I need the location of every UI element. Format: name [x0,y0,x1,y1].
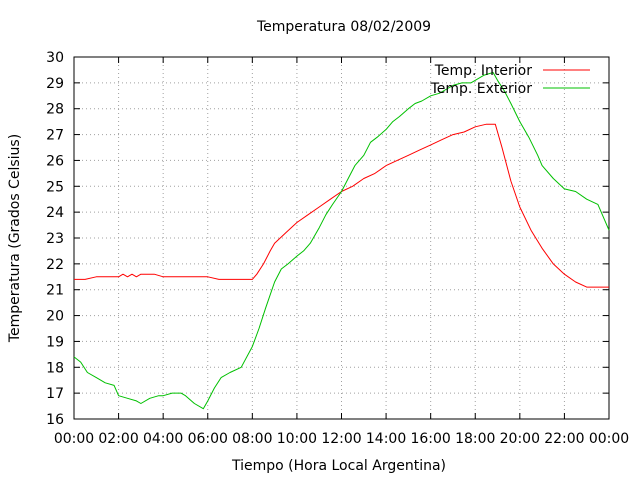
y-tick-label: 27 [46,128,64,144]
legend-label-1: Temp. Exterior [430,81,533,97]
x-tick-label: 02:00 [98,431,138,447]
x-tick-label: 12:00 [321,431,361,447]
y-tick-label: 17 [46,386,64,402]
y-tick-label: 23 [46,231,64,247]
y-tick-label: 25 [46,179,64,195]
x-axis-ticks: 00:00 02:00 04:00 06:00 08:00 10:00 12:00 14:00… [54,57,629,447]
grid [74,57,609,419]
x-tick-label: 10:00 [277,431,317,447]
y-tick-label: 29 [46,76,64,92]
series-lines [73,72,610,410]
x-tick-label: 22:00 [544,431,584,447]
y-axis-label: Temperatura (Grados Celsius) [7,134,23,343]
y-tick-label: 18 [46,360,64,376]
x-tick-label: 14:00 [366,431,406,447]
legend: Temp. Interior Temp. Exterior [430,63,590,97]
y-tick-label: 22 [46,257,64,273]
y-axis-ticks: 16 17 18 19 20 21 22 23 24 25 26 27 28 29 30 [46,50,609,428]
x-axis-label: Tiempo (Hora Local Argentina) [231,458,446,474]
x-tick-label: 16:00 [410,431,450,447]
x-tick-label: 18:00 [455,431,495,447]
y-tick-label: 20 [46,309,64,325]
y-tick-label: 21 [46,283,64,299]
y-tick-label: 28 [46,102,64,118]
y-tick-label: 24 [46,205,64,221]
x-tick-label: 08:00 [232,431,272,447]
chart-title: Temperatura 08/02/2009 [256,19,431,35]
y-tick-label: 30 [46,50,64,66]
series-line-1 [73,72,610,410]
x-tick-label: 04:00 [143,431,183,447]
legend-label-0: Temp. Interior [434,63,533,79]
x-tick-label: 20:00 [500,431,540,447]
y-tick-label: 19 [46,334,64,350]
y-tick-label: 26 [46,153,64,169]
x-tick-label: 00:00 [589,431,629,447]
x-tick-label: 06:00 [188,431,228,447]
series-line-0 [74,123,609,288]
y-tick-label: 16 [46,412,64,428]
x-tick-label: 00:00 [54,431,94,447]
